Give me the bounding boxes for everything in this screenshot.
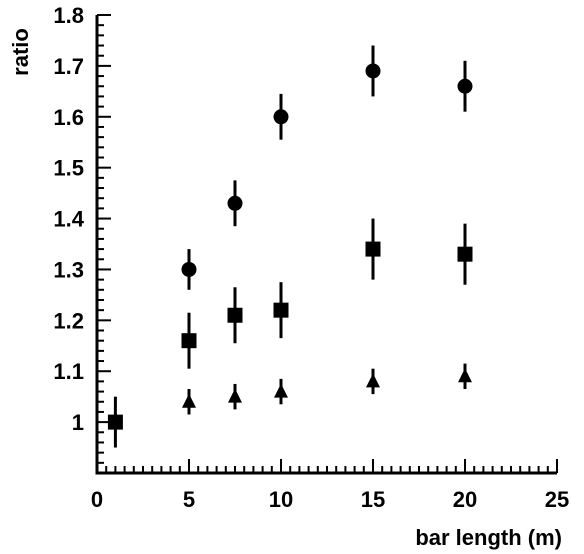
x-axis-title: bar length (m) (415, 525, 562, 550)
y-axis-title: ratio (8, 28, 33, 76)
x-tick-label: 25 (545, 487, 569, 512)
data-point-circle (181, 261, 197, 277)
data-point-square (181, 333, 197, 349)
x-tick-label: 20 (453, 487, 477, 512)
data-point-square (365, 241, 381, 257)
data-point-triangle (228, 388, 242, 403)
series-square (107, 218, 473, 448)
y-tick-label: 1.8 (53, 3, 84, 28)
y-tick-label: 1 (72, 410, 84, 435)
data-point-circle (273, 109, 289, 125)
tick-labels: 0 5 10 15 20 25 1 1.1 1.2 1.3 1.4 1.5 1.6 1.7 1.8 (53, 3, 569, 512)
data-marks (107, 45, 473, 448)
data-point-square (227, 307, 243, 323)
x-tick-label: 5 (183, 487, 195, 512)
y-tick-label: 1.6 (53, 105, 84, 130)
y-tick-label: 1.3 (53, 257, 84, 282)
y-tick-label: 1.4 (53, 207, 84, 232)
data-point-triangle (274, 383, 288, 398)
ticks (96, 14, 558, 474)
y-tick-label: 1.5 (53, 156, 84, 181)
x-tick-label: 0 (91, 487, 103, 512)
data-point-circle (227, 195, 243, 211)
x-tick-label: 10 (269, 487, 293, 512)
axes (95, 15, 557, 475)
data-point-square (273, 302, 289, 318)
data-point-circle (365, 63, 381, 79)
y-tick-label: 1.2 (53, 308, 84, 333)
series-circle (181, 45, 473, 290)
data-point-square (107, 414, 123, 430)
y-tick-label: 1.7 (53, 54, 84, 79)
data-point-circle (457, 78, 473, 94)
data-point-triangle (366, 373, 380, 388)
y-tick-label: 1.1 (53, 359, 84, 384)
x-tick-label: 15 (361, 487, 385, 512)
data-point-triangle (182, 393, 196, 408)
data-point-square (457, 246, 473, 262)
data-point-triangle (458, 368, 472, 383)
series-triangle (182, 363, 472, 415)
